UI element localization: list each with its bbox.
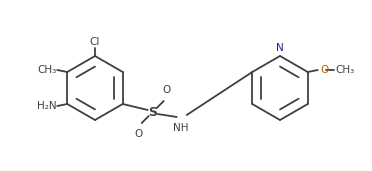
Text: S: S bbox=[148, 106, 157, 119]
Text: CH₃: CH₃ bbox=[336, 65, 355, 75]
Text: O: O bbox=[163, 85, 171, 95]
Text: Cl: Cl bbox=[90, 37, 100, 47]
Text: O: O bbox=[321, 65, 329, 75]
Text: CH₃: CH₃ bbox=[37, 65, 56, 75]
Text: O: O bbox=[135, 129, 143, 139]
Text: NH: NH bbox=[173, 123, 189, 133]
Text: N: N bbox=[276, 43, 284, 53]
Text: H₂N: H₂N bbox=[37, 101, 56, 111]
